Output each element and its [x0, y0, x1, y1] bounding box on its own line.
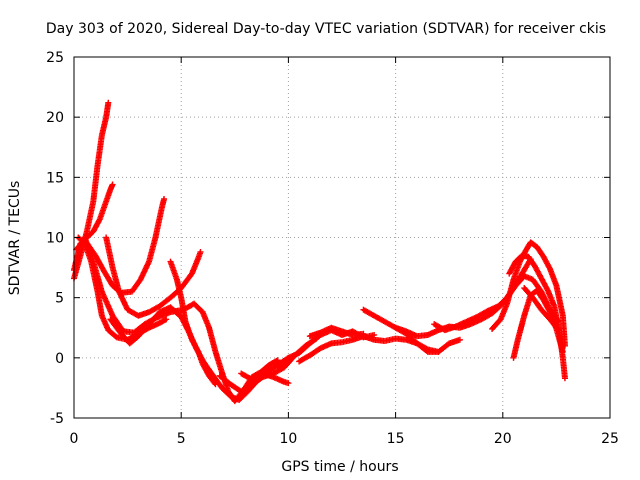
plus-marker	[161, 317, 168, 324]
y-tick-label: -5	[50, 411, 64, 427]
plus-marker	[555, 327, 562, 334]
x-axis-label: GPS time / hours	[281, 459, 398, 475]
series-arc12	[238, 370, 292, 387]
series-arc15	[306, 324, 367, 340]
plus-marker	[423, 347, 430, 354]
plus-marker	[105, 99, 112, 106]
chart-title: Day 303 of 2020, Sidereal Day-to-day VTE…	[46, 21, 606, 37]
x-tick-label: 15	[387, 431, 405, 447]
x-tick-label: 5	[177, 431, 186, 447]
series-arc22	[521, 285, 562, 334]
plus-marker	[161, 195, 168, 202]
plus-marker	[360, 330, 367, 337]
y-tick-label: 20	[46, 110, 64, 126]
x-tick-label: 25	[601, 431, 619, 447]
y-tick-label: 25	[46, 50, 64, 66]
series-arc8	[107, 304, 210, 371]
series-arc6	[103, 234, 204, 319]
plus-marker	[109, 181, 116, 188]
y-tick-label: 15	[46, 170, 64, 186]
y-tick-label: 10	[46, 231, 64, 247]
axis-ticks: 0 5 10 15 20 25 -5 0 5 10 15 20 25	[46, 50, 619, 447]
plus-marker	[559, 348, 566, 355]
plus-marker	[197, 248, 204, 255]
series-arc21	[510, 287, 566, 361]
plus-marker	[456, 336, 463, 343]
plus-marker	[163, 316, 170, 323]
grid-lines	[74, 57, 610, 418]
plus-marker	[561, 375, 568, 382]
y-tick-label: 5	[55, 291, 64, 307]
plus-marker	[285, 380, 292, 387]
plus-marker	[554, 325, 561, 332]
x-tick-label: 20	[494, 431, 512, 447]
x-tick-label: 0	[70, 431, 79, 447]
x-tick-label: 10	[279, 431, 297, 447]
data-points	[71, 99, 568, 405]
y-tick-label: 0	[55, 351, 64, 367]
y-axis-label: SDTVAR / TECUs	[7, 181, 23, 296]
series-arc19	[489, 239, 568, 349]
